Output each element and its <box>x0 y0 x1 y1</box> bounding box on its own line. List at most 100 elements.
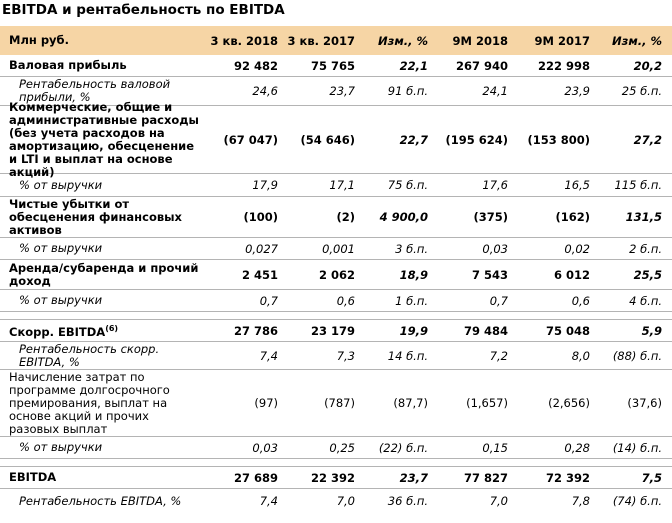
table-cell: 7,5 <box>641 470 662 485</box>
row-label: Рентабельность скорр. EBITDA, % <box>19 341 160 369</box>
footnote-marker: (6) <box>105 324 119 334</box>
table-cell: 222 998 <box>537 58 590 73</box>
table-row: Рентабельность валовой прибыли, % 24,6 2… <box>0 77 672 106</box>
table-cell: 115 б.п. <box>614 178 662 192</box>
table-cell: 23,7 <box>329 84 355 98</box>
table-cell: 17,1 <box>329 178 355 192</box>
table-cell: 0,28 <box>564 440 590 455</box>
table-cell: (74) б.п. <box>612 494 662 508</box>
row-label: Валовая прибыль <box>9 58 127 72</box>
table-row: Коммерческие, общие и административные р… <box>0 100 672 178</box>
table-cell: (54 646) <box>300 132 355 147</box>
table-cell: 4 б.п. <box>629 293 662 308</box>
table-cell: 17,6 <box>482 178 508 192</box>
table-cell: 16,5 <box>564 178 590 192</box>
table-cell: 7,0 <box>489 494 508 508</box>
table-cell: (88) б.п. <box>612 348 662 363</box>
table-cell: 7,8 <box>571 494 590 508</box>
table-cell: 24,6 <box>252 84 278 98</box>
table-cell: 7,0 <box>336 494 355 508</box>
table-cell: 19,9 <box>399 323 428 338</box>
table-cell: 0,15 <box>482 440 508 455</box>
table-cell: 25 б.п. <box>621 84 662 98</box>
table-cell: 77 827 <box>463 470 508 485</box>
table-cell: 20,2 <box>633 58 662 73</box>
table-cell: 3 б.п. <box>395 241 428 256</box>
row-label: % от выручки <box>19 177 103 192</box>
table-cell: 0,7 <box>489 293 508 308</box>
table-cell: 91 б.п. <box>387 84 428 98</box>
table-cell: 2 б.п. <box>629 241 662 256</box>
row-spacer <box>0 312 672 320</box>
table-row: EBITDA 27 689 22 392 23,7 77 827 72 392 … <box>0 467 672 489</box>
row-spacer <box>0 459 672 467</box>
table-cell: (375) <box>473 210 508 224</box>
table-cell: 75 765 <box>310 58 355 73</box>
table-row: Рентабельность скорр. EBITDA, % 7,4 7,3 … <box>0 342 672 370</box>
table-cell: 23,7 <box>399 470 428 485</box>
table-cell: (67 047) <box>223 132 278 147</box>
table-cell: 0,03 <box>252 440 278 455</box>
table-header: Млн руб. 3 кв. 2018 3 кв. 2017 Изм., % 9… <box>0 26 672 55</box>
table-title: EBITDA и рентабельность по EBITDA <box>2 2 285 18</box>
table-cell: 36 б.п. <box>387 494 428 508</box>
header-cell: 9М 2018 <box>452 33 508 48</box>
header-cell: Изм., % <box>378 33 428 48</box>
table-cell: 14 б.п. <box>387 348 428 363</box>
header-cell: 3 кв. 2017 <box>287 33 355 48</box>
table-cell: 72 392 <box>545 470 590 485</box>
table-row: Валовая прибыль 92 482 75 765 22,1 267 9… <box>0 55 672 77</box>
table-row: Рентабельность EBITDA, % 7,4 7,0 36 б.п.… <box>0 489 672 513</box>
table-cell: 0,7 <box>259 293 278 308</box>
table-row: % от выручки 0,03 0,25 (22) б.п. 0,15 0,… <box>0 437 672 459</box>
table-row: % от выручки 17,9 17,1 75 б.п. 17,6 16,5… <box>0 174 672 197</box>
table-cell: 2 451 <box>241 267 278 282</box>
table-cell: 24,1 <box>482 84 508 98</box>
table-cell: (22) б.п. <box>378 440 428 455</box>
table-cell: 0,001 <box>322 241 355 256</box>
table-cell: 8,0 <box>571 348 590 363</box>
table-row: Начисление затрат по программе долгосроч… <box>0 370 672 437</box>
table-cell: 6 012 <box>553 267 590 282</box>
table-cell: (2) <box>336 210 355 224</box>
table-cell: 5,9 <box>641 323 662 338</box>
header-cell: 9М 2017 <box>534 33 590 48</box>
table-cell: 7,4 <box>259 348 278 363</box>
table-cell: 0,6 <box>336 293 355 308</box>
table-cell: 0,25 <box>329 440 355 455</box>
table-cell: 4 900,0 <box>379 210 428 224</box>
table-cell: 131,5 <box>625 210 662 224</box>
header-cell: Изм., % <box>612 33 662 48</box>
table-cell: 7,4 <box>259 494 278 508</box>
table-cell: 75 048 <box>545 323 590 338</box>
table-cell: 267 940 <box>455 58 508 73</box>
table-cell: 27 689 <box>233 470 278 485</box>
row-label: Аренда/субаренда и прочий доход <box>9 260 199 288</box>
row-label: EBITDA <box>9 470 57 484</box>
table-cell: (97) <box>254 396 278 410</box>
table-cell: (87,7) <box>393 396 428 410</box>
table-cell: 1 б.п. <box>395 293 428 308</box>
table-cell: (37,6) <box>627 396 662 410</box>
table-cell: (195 624) <box>445 132 508 147</box>
row-label: Рентабельность валовой прибыли, % <box>19 77 171 104</box>
table-cell: 23,9 <box>564 84 590 98</box>
row-label: % от выручки <box>19 241 103 255</box>
table-cell: 0,6 <box>571 293 590 308</box>
table-cell: 7,2 <box>489 348 508 363</box>
row-label: Чистые убытки от обесценения финансовых … <box>9 196 182 237</box>
table-cell: (162) <box>555 210 590 224</box>
table-cell: 7 543 <box>471 267 508 282</box>
table-row: Аренда/субаренда и прочий доход 2 451 2 … <box>0 260 672 290</box>
table-row: % от выручки 0,7 0,6 1 б.п. 0,7 0,6 4 б.… <box>0 290 672 312</box>
table-cell: (14) б.п. <box>612 440 662 455</box>
table-cell: 7,3 <box>336 348 355 363</box>
table-cell: 23 179 <box>310 323 355 338</box>
header-cell: 3 кв. 2018 <box>210 33 278 48</box>
table-cell: 22,7 <box>399 132 428 147</box>
table-cell: 18,9 <box>399 267 428 282</box>
table-cell: (153 800) <box>527 132 590 147</box>
table-cell: (100) <box>243 210 278 224</box>
row-label-text: Скорр. EBITDA <box>9 324 106 339</box>
table-cell: 0,02 <box>564 241 590 256</box>
